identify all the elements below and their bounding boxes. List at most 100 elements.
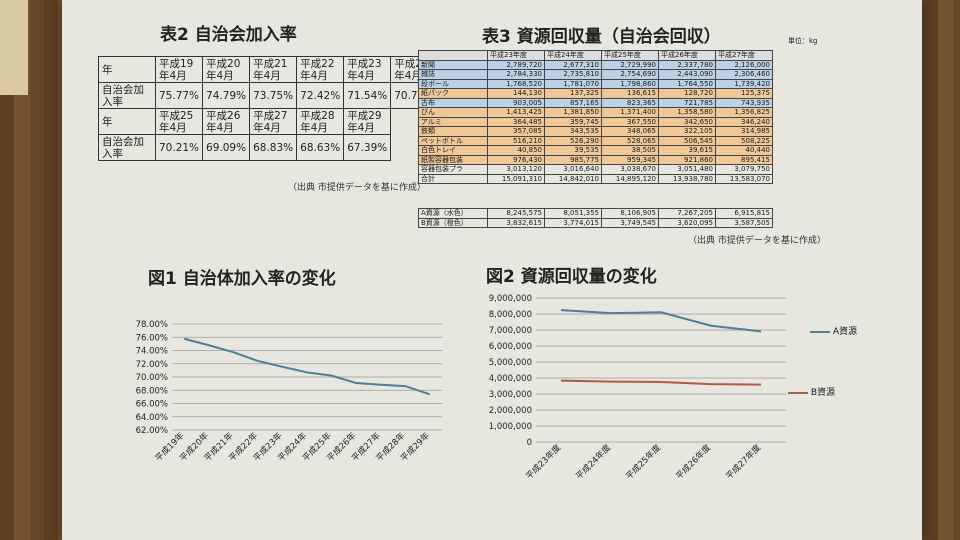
table3-item-name: 古布 — [418, 97, 488, 108]
table3-summary-cell: 3,774,015 — [544, 217, 602, 228]
table3-cell: 1,381,850 — [544, 107, 602, 118]
table3-cell: 364,485 — [487, 116, 545, 127]
legend-line-b — [788, 391, 808, 394]
y-tick-label: 3,000,000 — [489, 390, 532, 400]
table3-cell: 359,745 — [544, 116, 602, 127]
table3-cell: 3,079,750 — [715, 164, 773, 175]
table3-cell: 144,130 — [487, 88, 545, 99]
y-tick-label: 5,000,000 — [489, 358, 532, 368]
table3-cell: 857,165 — [544, 97, 602, 108]
table3-summary-cell: 8,051,355 — [544, 208, 602, 219]
table3-cell: 39,535 — [544, 145, 602, 156]
table2-cell: 平成22年4月 — [296, 56, 345, 83]
table3-cell: 14,895,120 — [601, 173, 659, 184]
table3-title: 表3 資源回収量（自治会回収） — [482, 27, 721, 47]
legend-label-b: B資源 — [810, 388, 836, 398]
y-tick-label: 70.00% — [136, 373, 168, 383]
table3-row: 白色トレイ 40,850 39,535 38,505 39,615 40,440 — [418, 145, 773, 156]
table2-year-header: 年 — [98, 56, 156, 83]
table3-cell: 13,583,070 — [715, 173, 773, 184]
table3-year-header: 平成26年度 — [658, 50, 716, 61]
table3-summary-cell: 3,749,545 — [601, 217, 659, 228]
table3: 平成23年度 平成24年度 平成25年度 平成26年度 平成27年度 新聞 2,7… — [418, 50, 773, 184]
y-tick-label: 1,000,000 — [489, 422, 532, 432]
table3-cell: 346,240 — [715, 116, 773, 127]
x-tick-label: 平成26年度 — [674, 442, 714, 482]
table3-cell: 1,356,825 — [715, 107, 773, 118]
table3-summary-cell: 3,587,505 — [715, 217, 773, 228]
figure2-legend-b: B資源 — [788, 385, 835, 398]
table3-cell: 39,615 — [658, 145, 716, 156]
table3-summary-cell: 7,267,205 — [658, 208, 716, 219]
table2-source: （出典 市提供データを基に作成） — [288, 183, 426, 193]
y-tick-label: 2,000,000 — [489, 406, 532, 416]
y-tick-label: 68.00% — [136, 386, 168, 396]
table3-cell: 2,784,330 — [487, 69, 545, 80]
table3-item-name: 紙製容器包装 — [418, 154, 488, 165]
figure2-title: 図2 資源回収量の変化 — [486, 267, 657, 287]
table2-cell: 70.21% — [154, 134, 204, 161]
table3-summary-cell: 3,832,615 — [487, 217, 545, 228]
table3-cell: 348,065 — [601, 126, 659, 137]
table3-cell: 976,430 — [487, 154, 545, 165]
table3-cell: 2,337,780 — [658, 59, 716, 70]
table3-cell: 40,850 — [487, 145, 545, 156]
table3-item-name: 紙パック — [418, 88, 488, 99]
table3-row: アルミ 364,485 359,745 367,550 342,650 346,240 — [418, 116, 773, 127]
table3-summary-row: A資源（水色） 8,245,575 8,051,355 8,106,905 7,267,… — [418, 208, 773, 219]
table3-cell: 13,938,780 — [658, 173, 716, 184]
table3-cell: 357,085 — [487, 126, 545, 137]
table3-cell: 342,650 — [658, 116, 716, 127]
table3-row: ペットボトル 516,210 526,290 528,065 506,545 508,22… — [418, 135, 773, 146]
table3-cell: 137,325 — [544, 88, 602, 99]
table3-cell: 1,798,860 — [601, 78, 659, 89]
table2-rate-header: 自治会加入率 — [98, 134, 156, 161]
y-tick-label: 74.00% — [136, 347, 168, 357]
series-line-2 — [560, 379, 762, 386]
table2-year-row-1: 年 平成19年4月 平成20年4月 平成21年4月 平成22年4月 平成23年4… — [98, 56, 439, 83]
table3-row: 容器包装プラ 3,013,120 3,016,640 3,038,670 3,051,4… — [418, 164, 773, 175]
table3-summary-cell: 3,620,095 — [658, 217, 716, 228]
table3-cell: 3,038,670 — [601, 164, 659, 175]
series-line-1 — [184, 337, 431, 396]
table3-cell: 38,505 — [601, 145, 659, 156]
table3-item-name: 雑誌 — [418, 69, 488, 80]
table2-year-header: 年 — [98, 108, 156, 135]
table3-cell: 343,535 — [544, 126, 602, 137]
table3-cell: 1,768,520 — [487, 78, 545, 89]
table3-cell: 3,016,640 — [544, 164, 602, 175]
table2: 年 平成19年4月 平成20年4月 平成21年4月 平成22年4月 平成23年4… — [98, 56, 439, 161]
table3-cell: 1,358,580 — [658, 107, 716, 118]
x-tick-label: 平成27年度 — [724, 442, 764, 482]
table3-cell: 921,860 — [658, 154, 716, 165]
table3-unit: 単位：kg — [788, 37, 818, 45]
table3-cell: 3,013,120 — [487, 164, 545, 175]
y-tick-label: 0 — [527, 438, 532, 448]
adjacent-paper — [0, 0, 28, 95]
table3-row: びん 1,413,425 1,381,850 1,371,400 1,358,580 1,… — [418, 107, 773, 118]
table2-cell: 平成29年4月 — [343, 108, 392, 135]
table3-cell: 721,785 — [658, 97, 716, 108]
y-tick-label: 8,000,000 — [489, 310, 532, 320]
y-tick-label: 76.00% — [136, 333, 168, 343]
figure2-legend-a: A資源 — [810, 324, 857, 337]
table3-cell: 526,290 — [544, 135, 602, 146]
table3-item-name: 合計 — [418, 173, 488, 184]
table2-cell: 68.83% — [249, 134, 298, 161]
table3-item-name: びん — [418, 107, 488, 118]
table3-cell: 1,781,070 — [544, 78, 602, 89]
table3-cell: 2,443,090 — [658, 69, 716, 80]
y-tick-label: 4,000,000 — [489, 374, 532, 384]
table3-row: 雑誌 2,784,330 2,735,810 2,754,690 2,443,090 2,… — [418, 69, 773, 80]
table3-summary-name: B資源（橙色） — [418, 217, 488, 228]
table3-summary-cell: 6,915,815 — [715, 208, 773, 219]
table2-cell: 67.39% — [343, 134, 392, 161]
table2-cell: 平成21年4月 — [249, 56, 298, 83]
table3-cell: 14,842,010 — [544, 173, 602, 184]
table2-cell: 平成20年4月 — [202, 56, 251, 83]
table3-year-header: 平成27年度 — [715, 50, 773, 61]
table2-cell: 平成28年4月 — [296, 108, 345, 135]
table2-cell: 68.63% — [296, 134, 345, 161]
table3-cell: 2,677,310 — [544, 59, 602, 70]
y-tick-label: 64.00% — [136, 413, 168, 423]
